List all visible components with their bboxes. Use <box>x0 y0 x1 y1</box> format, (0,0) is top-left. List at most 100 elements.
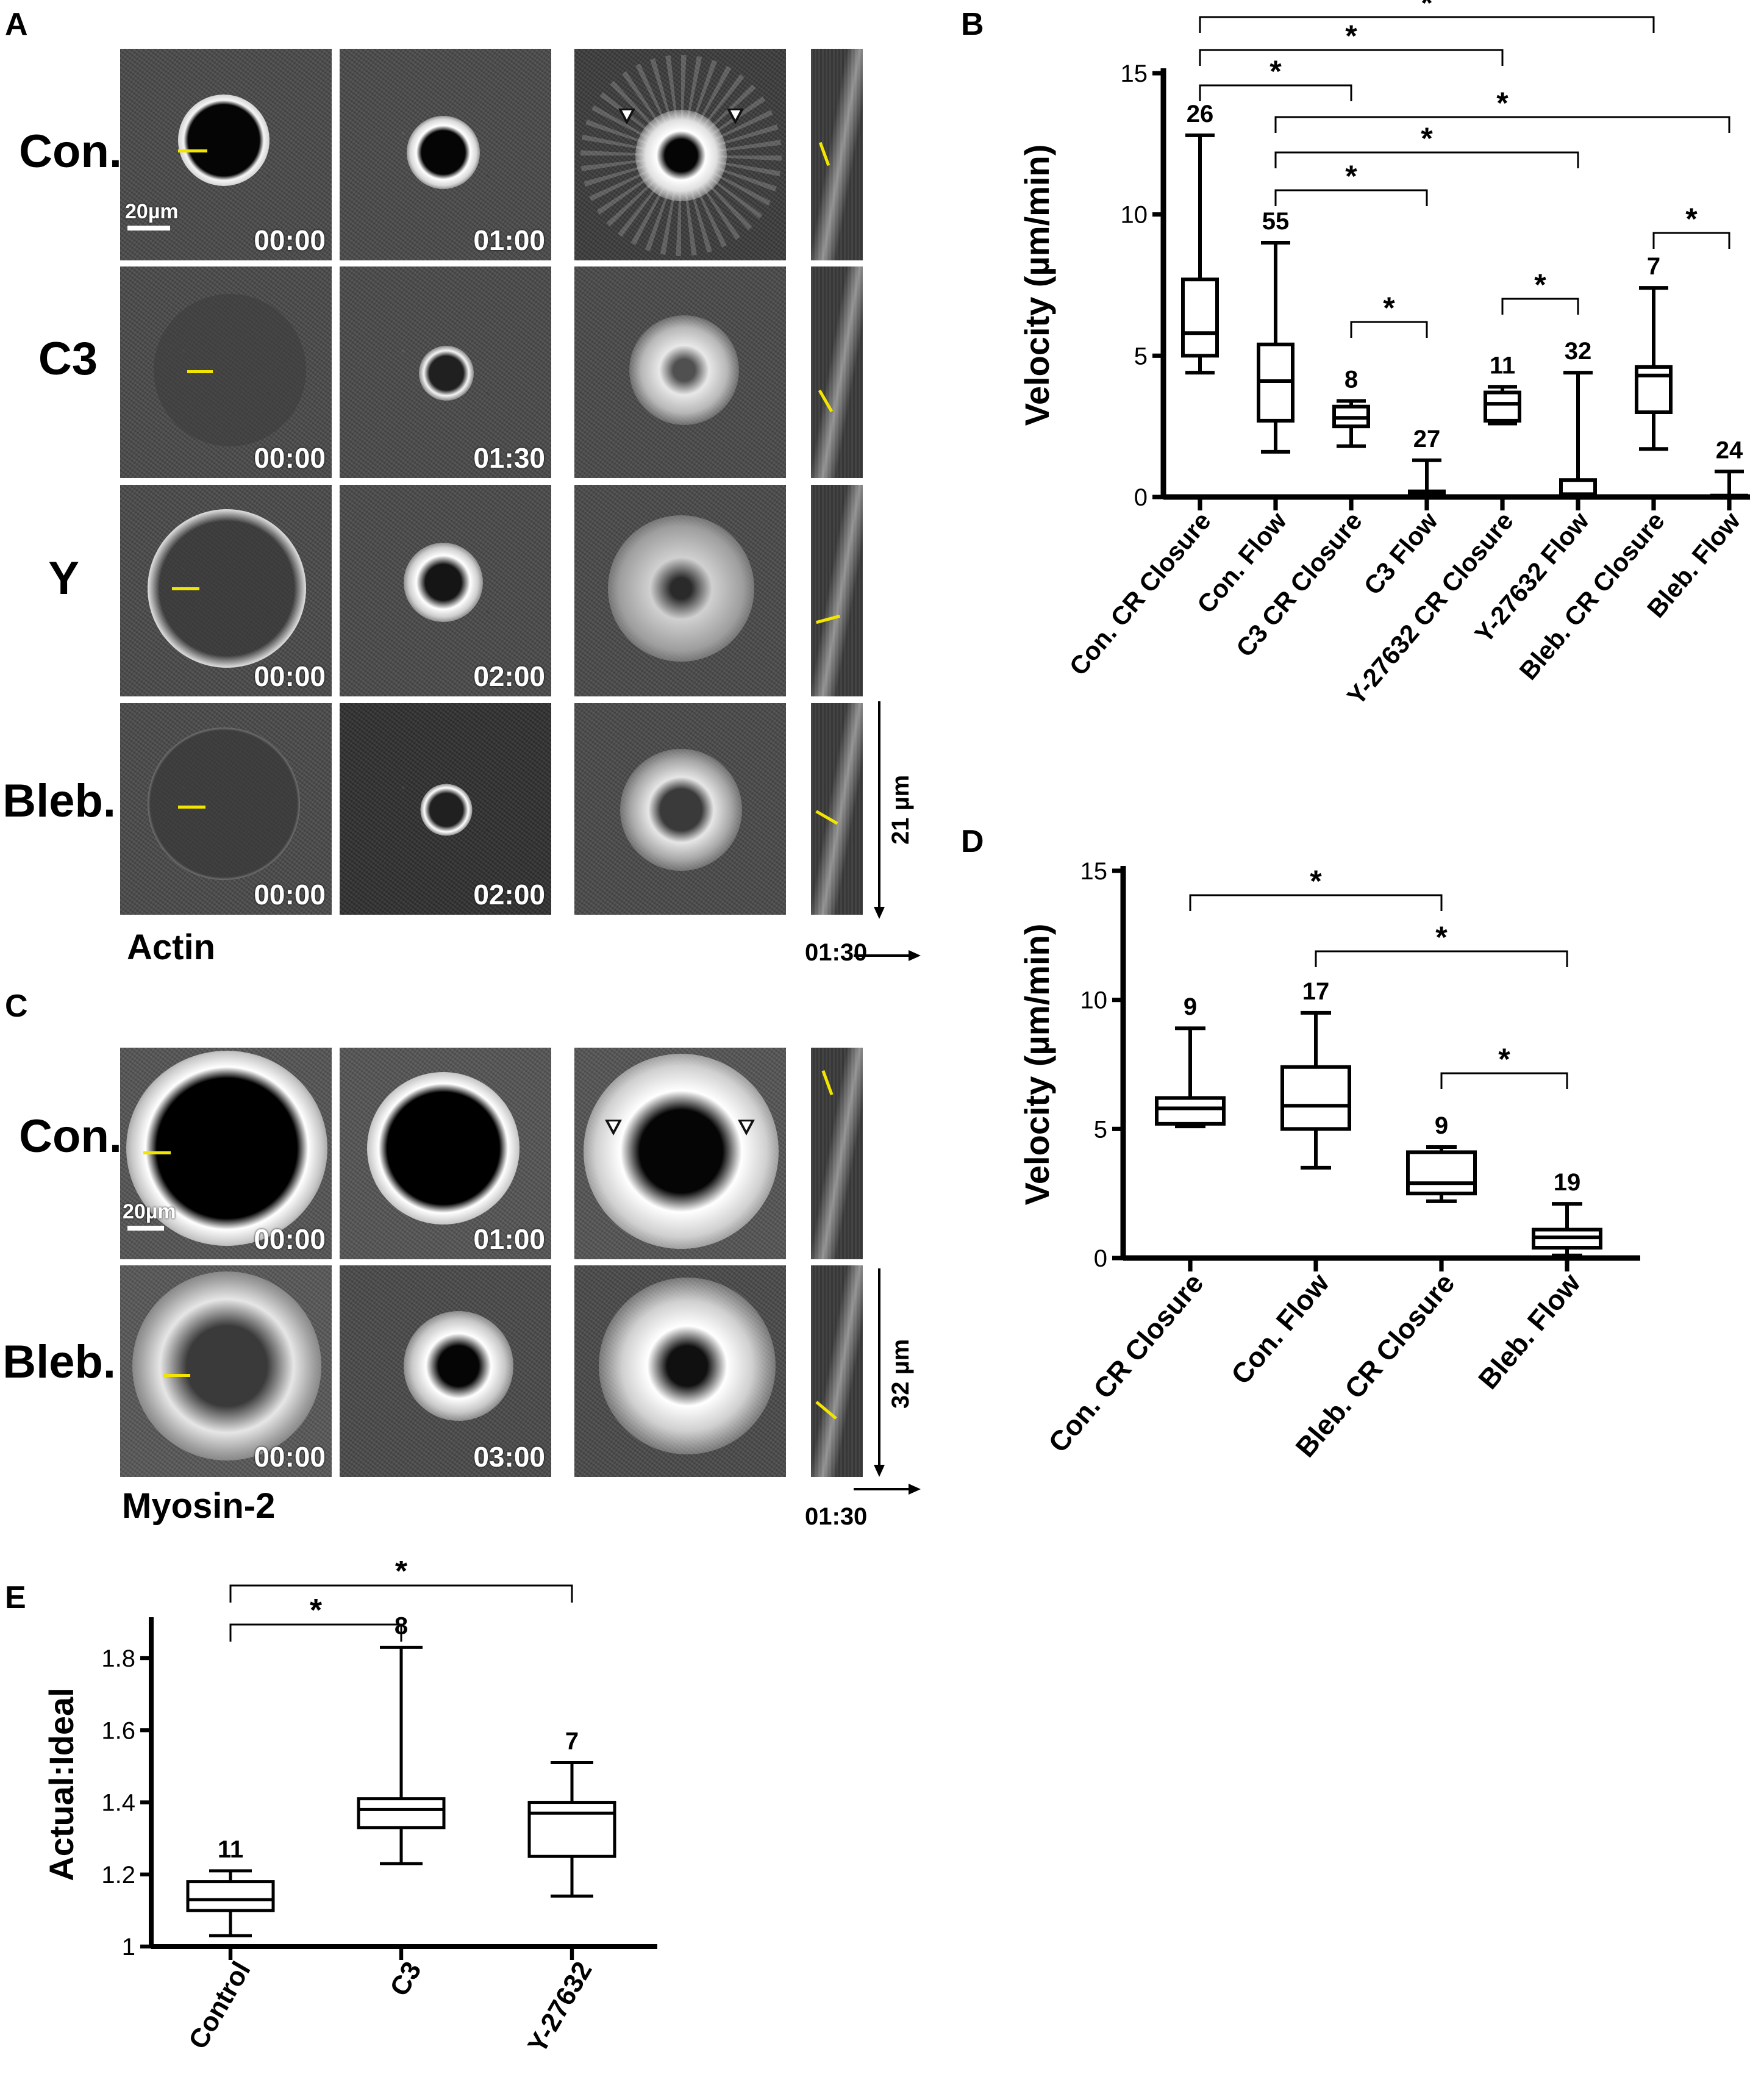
y-tick-label: 10 <box>1121 202 1148 229</box>
micrograph-c-con-projection <box>574 1048 786 1259</box>
micrograph-c-con-t1: 01:00 <box>340 1048 551 1259</box>
scale-bar <box>127 226 170 231</box>
y-tick-label: 10 <box>1080 987 1108 1014</box>
y-tick-label: 0 <box>1134 484 1148 511</box>
box-iqr <box>1406 1150 1477 1196</box>
micrograph-a-c3-t0: 00:00 <box>120 266 332 478</box>
box-iqr <box>527 1801 616 1858</box>
sample-size-label: 7 <box>1647 253 1660 280</box>
box-0 <box>186 1869 275 1937</box>
box-1 <box>1280 1010 1351 1170</box>
arrowhead-marker <box>727 109 744 124</box>
kymograph-c-bleb <box>811 1265 863 1477</box>
panel-letter-e: E <box>5 1580 26 1615</box>
scale-bar <box>127 1226 164 1231</box>
micrograph-a-y-t0: 00:00 <box>120 485 332 696</box>
micrograph-a-con-t1: 01:00 <box>340 49 551 260</box>
timestamp: 03:00 <box>473 1441 545 1473</box>
significance-star: * <box>395 1561 408 1589</box>
significance-bracket <box>229 1584 573 1603</box>
box-5 <box>1559 371 1597 499</box>
box-1 <box>357 1645 446 1865</box>
panel-letter-c: C <box>5 989 28 1024</box>
row-label-c3: C3 <box>38 333 98 385</box>
micrograph-a-c3-t1: 01:30 <box>340 266 551 478</box>
box-iqr <box>1484 390 1521 423</box>
row-label-bleb: Bleb. <box>2 775 116 827</box>
y-tick-label: 0 <box>1094 1245 1107 1272</box>
sample-size-label: 24 <box>1716 437 1743 463</box>
timestamp: 02:00 <box>473 660 545 692</box>
sample-size-label: 27 <box>1413 426 1441 452</box>
sample-size-label: 11 <box>218 1836 243 1863</box>
significance-star: * <box>1345 159 1357 193</box>
bracket-line <box>229 1584 573 1603</box>
significance-star: * <box>1269 54 1282 88</box>
x-tick-label: Y-27632 <box>522 1957 598 2058</box>
significance-bracket <box>1501 298 1579 315</box>
kymograph-c-con <box>811 1048 863 1259</box>
bracket-line <box>1501 298 1579 315</box>
sample-size-label: 8 <box>1344 366 1358 393</box>
y-tick-label: 1 <box>122 1934 135 1961</box>
panel-letter-a: A <box>5 7 28 42</box>
x-tick-label: C3 <box>384 1957 427 2001</box>
x-tick-label: Bleb. CR Closure <box>1513 507 1670 685</box>
micrograph-c-con-t0: 20µm 00:00 <box>120 1048 332 1259</box>
kymo-space-label: 32 µm <box>887 1339 914 1409</box>
box-2 <box>1332 399 1370 448</box>
x-tick-label: Con. CR Closure <box>1063 507 1216 681</box>
y-tick-label: 5 <box>1094 1116 1107 1143</box>
significance-bracket <box>1189 894 1443 911</box>
row-label-con: Con. <box>19 1110 122 1162</box>
micrograph-a-bleb-t0: 00:00 <box>120 703 332 915</box>
box-iqr <box>1181 277 1219 358</box>
bracket-line <box>1199 16 1655 33</box>
significance-bracket <box>1199 84 1352 101</box>
timestamp: 00:00 <box>254 224 326 256</box>
timestamp: 00:00 <box>254 1441 326 1473</box>
bracket-line <box>1652 232 1730 249</box>
panel-letter-d: D <box>961 824 984 859</box>
sample-size-label: 9 <box>1435 1112 1448 1139</box>
arrowhead-marker <box>605 1120 622 1135</box>
sample-size-label: 11 <box>1490 352 1515 379</box>
significance-bracket <box>1199 16 1655 33</box>
y-tick-label: 1.4 <box>101 1790 135 1817</box>
micrograph-a-bleb-t1: 02:00 <box>340 703 551 915</box>
row-label-bleb: Bleb. <box>2 1336 116 1388</box>
bracket-line <box>1315 950 1568 967</box>
x-tick-label: Con. CR Closure <box>1042 1267 1210 1458</box>
box-2 <box>527 1761 616 1898</box>
kymograph-a-c3 <box>811 266 863 478</box>
box-iqr <box>1155 1096 1226 1126</box>
box-1 <box>1257 241 1294 454</box>
significance-star: * <box>1685 202 1698 236</box>
x-tick-label: Control <box>183 1957 257 2054</box>
bracket-line <box>1199 84 1352 101</box>
kymograph-a-bleb <box>811 703 863 915</box>
y-tick-label: 1.8 <box>101 1645 135 1672</box>
bracket-line <box>229 1623 402 1642</box>
kymo-axes-a <box>854 701 921 961</box>
arrowhead-marker <box>618 109 635 124</box>
significance-bracket <box>1274 151 1579 168</box>
bracket-line <box>1274 151 1579 168</box>
significance-bracket <box>1274 116 1730 133</box>
sample-size-label: 17 <box>1302 978 1330 1005</box>
sample-size-label: 19 <box>1554 1169 1581 1196</box>
significance-star: * <box>1345 19 1357 53</box>
row-label-con: Con. <box>19 126 122 177</box>
micrograph-a-con-t0: 20µm 00:00 <box>120 49 332 260</box>
significance-star: * <box>1498 1042 1510 1076</box>
kymo-axes-c <box>854 1268 921 1495</box>
box-2 <box>1406 1145 1477 1203</box>
chart-d: 0 5 10 15 Velocity (µm/min) 9 Con. CR Closure 1… <box>1018 858 1640 1463</box>
bracket-line <box>1274 189 1428 206</box>
micrograph-a-y-t1: 02:00 <box>340 485 551 696</box>
significance-star: * <box>1310 864 1322 898</box>
significance-star: * <box>1421 0 1433 20</box>
bracket-line <box>1274 116 1730 133</box>
row-label-y: Y <box>48 552 79 604</box>
significance-bracket <box>1440 1072 1568 1089</box>
